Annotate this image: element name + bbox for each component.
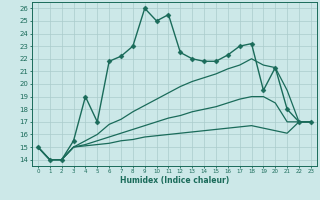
X-axis label: Humidex (Indice chaleur): Humidex (Indice chaleur) [120,176,229,185]
